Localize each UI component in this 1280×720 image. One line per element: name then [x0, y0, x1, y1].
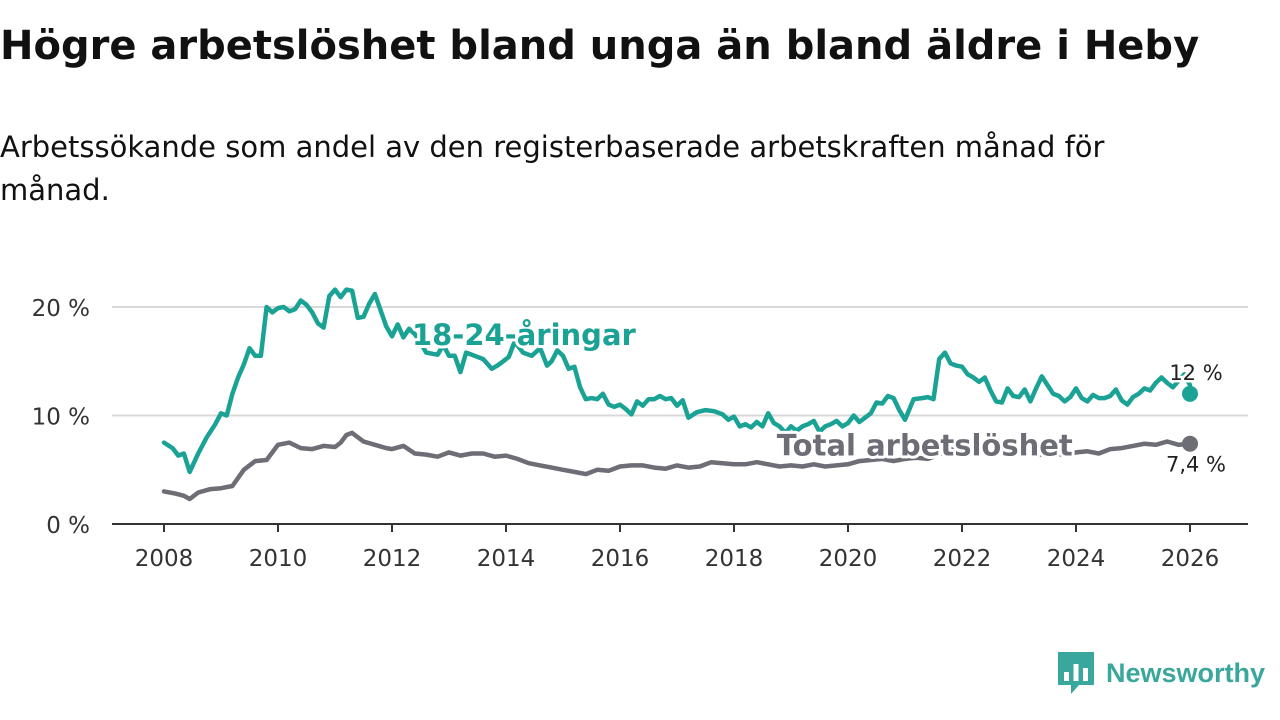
series-labels: 18-24-åringar Total arbetslöshet 12 % 7,4 % — [409, 315, 1229, 479]
brand-name: Newsworthy — [1106, 657, 1266, 688]
x-tick-label: 2018 — [705, 546, 764, 572]
y-tick-label: 20 % — [32, 296, 90, 322]
series-line-0 — [161, 287, 1193, 475]
x-axis: 2008 2010 2012 2014 2016 2018 2020 2022 2024 2026 — [112, 523, 1248, 572]
series-label-1: Total arbetslöshet — [777, 429, 1073, 463]
series-end-marker-1 — [1182, 435, 1198, 452]
x-tick-label: 2008 — [135, 546, 194, 572]
x-tick-label: 2024 — [1047, 546, 1106, 572]
page-subtitle: Arbetssökande som andel av den registerb… — [0, 130, 1105, 207]
y-axis-ticks: 0 % 10 % 20 % — [32, 296, 90, 539]
brand-logo[interactable]: Newsworthy — [1058, 652, 1265, 694]
series-line-1 — [161, 430, 1193, 502]
x-tick-label: 2020 — [819, 546, 878, 572]
page-title: Högre arbetslöshet bland unga än bland ä… — [0, 23, 1200, 69]
x-tick-label: 2012 — [363, 546, 422, 572]
series-lines — [161, 287, 1198, 502]
x-tick-label: 2026 — [1161, 546, 1220, 572]
series-end-marker-0 — [1182, 385, 1198, 402]
x-tick-label: 2016 — [591, 546, 650, 572]
y-tick-label: 10 % — [32, 405, 90, 431]
x-tick-label: 2022 — [933, 546, 992, 572]
grid-lines — [112, 306, 1248, 417]
x-tick-label: 2014 — [477, 546, 536, 572]
series-label-0: 18-24-åringar — [412, 318, 637, 352]
x-tick-label: 2010 — [249, 546, 308, 572]
y-tick-label: 0 % — [46, 513, 90, 539]
newsworthy-logo-icon — [1058, 652, 1094, 694]
series-end-label-0: 12 % — [1169, 361, 1222, 385]
series-end-label-1: 7,4 % — [1166, 453, 1226, 477]
